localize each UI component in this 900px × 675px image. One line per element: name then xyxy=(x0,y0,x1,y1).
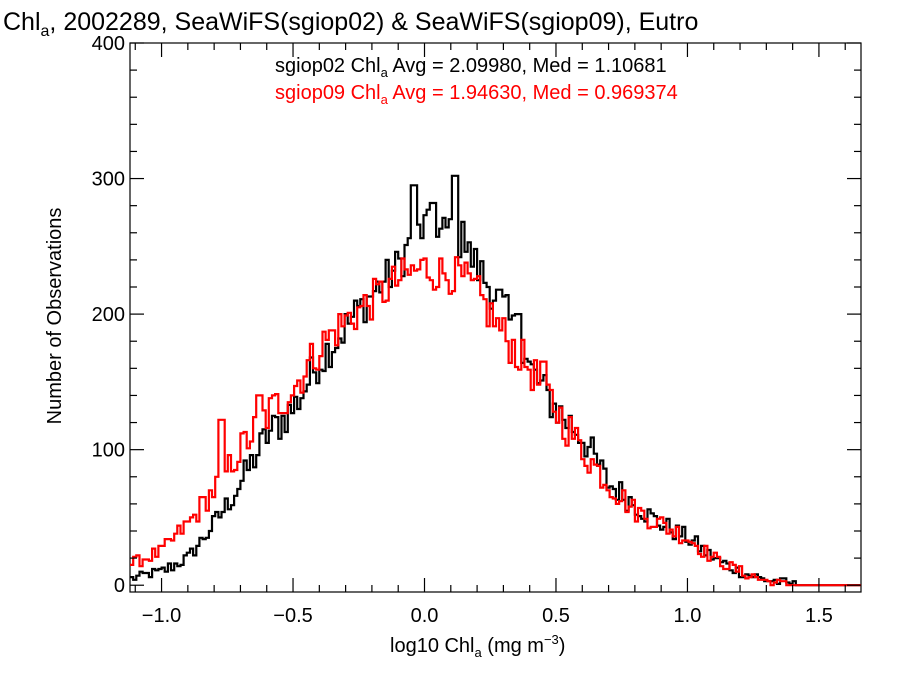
y-tick-label: 0 xyxy=(114,575,125,597)
xlabel-rest: (mg m xyxy=(482,635,544,657)
title: Chla, 2002289, SeaWiFS(sgiop02) & SeaWiF… xyxy=(3,8,698,40)
xlabel-subscript: a xyxy=(475,645,483,660)
stats-line-1-prefix: sgiop02 Chl xyxy=(275,55,381,77)
x-axis-label: log10 Chla (mg m−3) xyxy=(390,632,565,660)
stats-line-1-rest: Avg = 2.09980, Med = 1.10681 xyxy=(388,55,667,77)
y-tick-label: 400 xyxy=(92,33,125,55)
x-axis-ticks: −1.0 −0.5 0.0 0.5 1.0 1.5 xyxy=(134,43,846,627)
x-tick-label: 1.0 xyxy=(674,605,702,627)
title-prefix: Chl xyxy=(3,8,41,36)
title-subscript: a xyxy=(41,23,50,40)
plot-frame xyxy=(129,42,862,593)
xlabel-superscript: −3 xyxy=(544,632,559,647)
series-layer xyxy=(130,174,861,587)
x-tick-label: 1.5 xyxy=(805,605,833,627)
stats-legend: sgiop02 Chla Avg = 2.09980, Med = 1.1068… xyxy=(275,55,678,107)
x-tick-label: −0.5 xyxy=(273,605,312,627)
svg-text:sgiop02 Chla Avg = 2.09980, Me: sgiop02 Chla Avg = 2.09980, Med = 1.1068… xyxy=(275,55,667,80)
stats-line-2-subscript: a xyxy=(381,92,389,107)
x-tick-label: 0.5 xyxy=(542,605,570,627)
svg-text:Chla, 2002289, SeaWiFS(sgiop02: Chla, 2002289, SeaWiFS(sgiop02) & SeaWiF… xyxy=(3,8,698,40)
x-tick-label: −1.0 xyxy=(142,605,181,627)
xlabel-prefix: log10 Chl xyxy=(390,635,475,657)
svg-text:sgiop09 Chla Avg = 1.94630, Me: sgiop09 Chla Avg = 1.94630, Med = 0.9693… xyxy=(275,82,678,107)
stats-line-2-rest: Avg = 1.94630, Med = 0.969374 xyxy=(388,82,678,104)
histogram-series-1 xyxy=(130,174,861,587)
y-tick-label: 200 xyxy=(92,304,125,326)
x-tick-label: 0.0 xyxy=(411,605,439,627)
svg-text:log10 Chla (mg m−3): log10 Chla (mg m−3) xyxy=(390,632,565,660)
y-tick-label: 300 xyxy=(92,169,125,191)
stats-line-1-subscript: a xyxy=(381,65,389,80)
stats-line-2-prefix: sgiop09 Chl xyxy=(275,82,381,104)
histogram-series-2 xyxy=(130,256,861,587)
y-axis-ticks: 0 100 200 300 400 xyxy=(92,33,861,597)
title-rest: , 2002289, SeaWiFS(sgiop02) & SeaWiFS(sg… xyxy=(49,8,698,36)
y-tick-label: 100 xyxy=(92,440,125,462)
xlabel-end: ) xyxy=(559,635,566,657)
y-axis-label: Number of Observations xyxy=(44,208,66,425)
